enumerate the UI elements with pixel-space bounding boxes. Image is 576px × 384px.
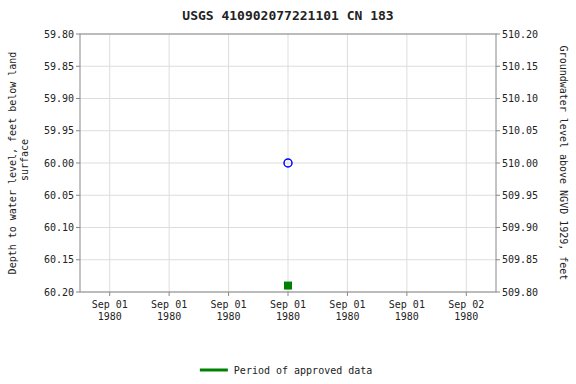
tick-label: 510.15 [502, 61, 538, 72]
point [285, 282, 292, 289]
tick-label: 60.10 [44, 222, 74, 233]
tick-label: Sep 011980 [329, 299, 365, 322]
text-line: Sep 01 [270, 299, 306, 310]
legend-label: Period of approved data [234, 365, 372, 376]
tick-label: 509.90 [502, 222, 538, 233]
tick-mark [496, 227, 500, 228]
grid-line [228, 34, 229, 292]
legend-swatch [200, 369, 228, 372]
tick-mark [76, 34, 80, 35]
grid [80, 34, 496, 292]
tick-mark [76, 227, 80, 228]
tick-label: 59.80 [44, 29, 74, 40]
tick-mark [76, 130, 80, 131]
text-line: Sep 01 [151, 299, 187, 310]
tick-mark [76, 66, 80, 67]
tick-label: 60.20 [44, 287, 74, 298]
tick-mark [76, 163, 80, 164]
chart: 59.80 59.85 59.90 59.95 60.00 60.05 60.10 60.15… [0, 0, 576, 384]
tick-label: 509.85 [502, 254, 538, 265]
text-line: 1980 [157, 311, 181, 322]
tick-mark [109, 292, 110, 296]
tick-label: Sep 011980 [270, 299, 306, 322]
grid-line [109, 34, 110, 292]
tick-label: 59.95 [44, 125, 74, 136]
tick-label: Sep 011980 [211, 299, 247, 322]
text-line: Depth to water level, feet below land [7, 52, 18, 275]
tick-mark [496, 195, 500, 196]
tick-mark [496, 66, 500, 67]
tick-label: 510.20 [502, 29, 538, 40]
series [284, 159, 292, 167]
grid-line [288, 34, 289, 292]
text-line: 1980 [276, 311, 300, 322]
axis-label: Depth to water level, feet below land su… [7, 52, 30, 275]
text-line: Groundwater level above NGVD 1929, feet [558, 46, 569, 281]
tick-mark [76, 195, 80, 196]
tick-label: Sep 011980 [92, 299, 128, 322]
text-line: surface [19, 139, 30, 187]
text-line: Sep 02 [448, 299, 484, 310]
tick-mark [496, 98, 500, 99]
tick-mark [496, 259, 500, 260]
tick-mark [169, 292, 170, 296]
tick-label: Sep 021980 [448, 299, 484, 322]
tick-mark [496, 130, 500, 131]
grid-line [406, 34, 407, 292]
point [284, 159, 292, 167]
marks [284, 159, 292, 289]
text-line: Sep 01 [211, 299, 247, 310]
tick-mark [496, 34, 500, 35]
title: USGS 410902077221101 CN 183 [182, 8, 393, 23]
tick-label: 60.05 [44, 190, 74, 201]
axis-label: Groundwater level above NGVD 1929, feet [558, 46, 569, 281]
tick-label: 59.90 [44, 93, 74, 104]
text-line: Sep 01 [329, 299, 365, 310]
tick-label: 510.05 [502, 125, 538, 136]
tick-mark [466, 292, 467, 296]
tick-label: 510.10 [502, 93, 538, 104]
tick-label: 510.00 [502, 158, 538, 169]
tick-mark [288, 292, 289, 296]
tick-mark [76, 259, 80, 260]
plot-frame [80, 34, 496, 292]
tick-mark [496, 292, 500, 293]
grid-line [347, 34, 348, 292]
legend: Period of approved data [200, 365, 372, 376]
text-line: 1980 [98, 311, 122, 322]
tick-label: 60.00 [44, 158, 74, 169]
tick-mark [406, 292, 407, 296]
tick-label: Sep 011980 [389, 299, 425, 322]
grid-line [169, 34, 170, 292]
text-line: 1980 [217, 311, 241, 322]
text-line: Sep 01 [92, 299, 128, 310]
tick-mark [347, 292, 348, 296]
tick-mark [228, 292, 229, 296]
text-line: 1980 [335, 311, 359, 322]
text-line: Sep 01 [389, 299, 425, 310]
tick-mark [76, 292, 80, 293]
tick-label: 59.85 [44, 61, 74, 72]
tick-label: 509.95 [502, 190, 538, 201]
series [285, 282, 292, 289]
tick-label: Sep 011980 [151, 299, 187, 322]
tick-label: 60.15 [44, 254, 74, 265]
tick-mark [496, 163, 500, 164]
tick-label: 509.80 [502, 287, 538, 298]
tick-mark [76, 98, 80, 99]
grid-line [466, 34, 467, 292]
text-line: 1980 [454, 311, 478, 322]
text-line: 1980 [395, 311, 419, 322]
